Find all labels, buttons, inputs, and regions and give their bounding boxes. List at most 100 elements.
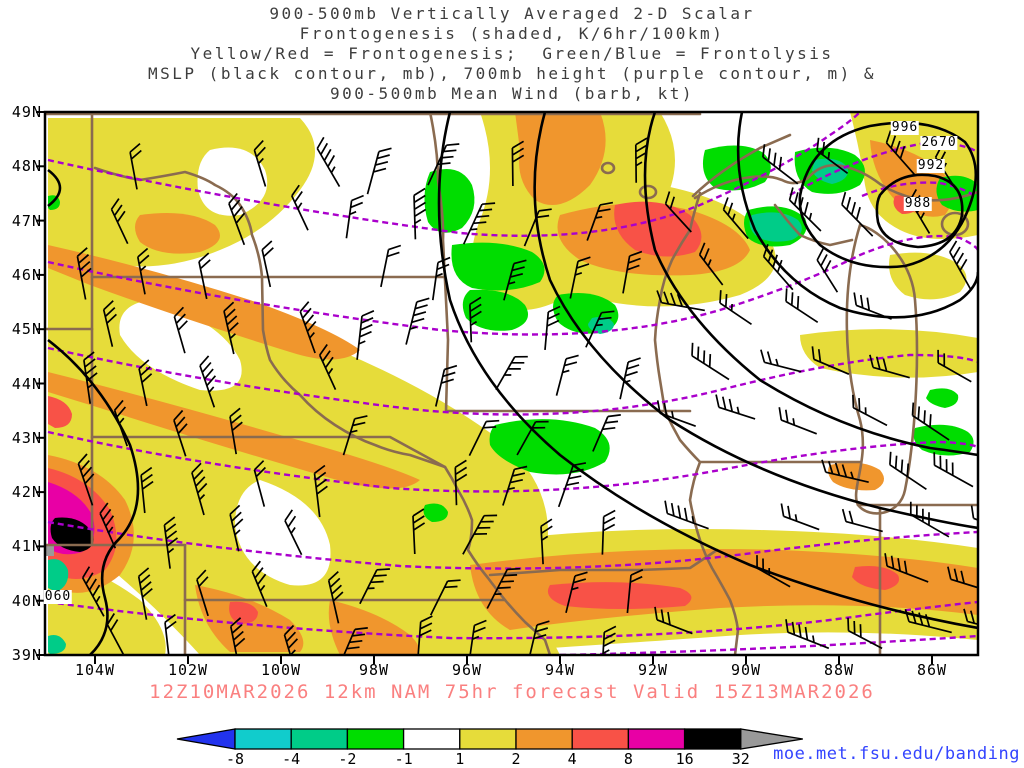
wind-barb: [129, 142, 142, 190]
wind-barb: [327, 570, 344, 624]
title-line-5: 900-500mb Mean Wind (barb, kt): [330, 84, 694, 103]
wind-barb: [99, 502, 117, 549]
lat-label: 39N: [11, 646, 42, 664]
wind-barb: [889, 451, 927, 491]
wind-barb: [585, 310, 615, 348]
height-label: 060: [43, 589, 73, 604]
wind-barb: [664, 500, 709, 530]
wind-barb: [343, 627, 368, 655]
wind-barb: [569, 256, 591, 299]
lon-label: 100W: [260, 661, 302, 679]
wind-barb: [291, 184, 309, 231]
wind-barb: [113, 399, 129, 447]
wind-barb: [788, 187, 822, 232]
lon-label: 96W: [451, 661, 483, 679]
wind-barb: [434, 364, 458, 407]
credit-link[interactable]: moe.met.fsu.edu/banding: [773, 744, 1020, 764]
wind-barb: [654, 606, 693, 635]
mslp-label: 992: [916, 158, 946, 173]
wind-barb: [884, 553, 929, 583]
wind-barb: [983, 301, 1015, 335]
wind-barb: [198, 252, 211, 300]
wind-barb: [909, 501, 950, 538]
lat-label: 46N: [11, 265, 42, 284]
mslp-contours-layer: [47, 112, 978, 655]
wind-barb: [698, 242, 724, 286]
wind-barb: [191, 462, 208, 516]
wind-barb: [427, 143, 460, 186]
colorbar-tick: -8: [225, 750, 245, 768]
wind-barb: [885, 130, 917, 177]
wind-barb: [719, 290, 752, 326]
wind-barb: [316, 136, 341, 188]
colorbar-tick: 1: [455, 750, 465, 768]
wind-barb: [963, 608, 978, 626]
wind-barb: [462, 514, 498, 555]
wind-barb: [229, 617, 246, 655]
wind-barb: [602, 625, 617, 655]
wind-barb: [137, 567, 153, 620]
lat-label: 41N: [11, 537, 42, 556]
colorbar-tick: 2: [511, 750, 521, 768]
wind-barb: [601, 509, 616, 555]
wind-barb: [229, 504, 244, 552]
lat-label: 48N: [11, 157, 42, 176]
lat-label: 45N: [11, 320, 42, 339]
wind-barb: [691, 342, 730, 381]
wind-barb: [619, 357, 641, 400]
wind-barb: [380, 244, 402, 288]
colorbar-tick: 8: [623, 750, 633, 768]
lat-label: 40N: [11, 591, 42, 610]
wind-barb: [163, 516, 179, 569]
wind-barb: [762, 244, 794, 291]
wind-barb: [904, 609, 952, 634]
wind-barb: [934, 145, 957, 190]
mslp-label: 988: [903, 196, 933, 211]
wind-barb: [540, 518, 553, 565]
wind-barb: [841, 508, 883, 533]
lon-label: 94W: [544, 661, 576, 679]
wind-barb: [970, 505, 978, 522]
chart-title: 900-500mb Vertically Averaged 2-D Scalar…: [0, 4, 1024, 104]
wind-barb: [261, 240, 274, 288]
colorbar-tick: -4: [282, 750, 301, 768]
wind-barb: [199, 355, 217, 408]
wind-barb: [251, 560, 268, 608]
wind-barb: [469, 296, 482, 343]
lon-label: 92W: [637, 661, 669, 679]
wind-barb: [136, 247, 150, 295]
colorbar: [176, 728, 803, 750]
wind-barbs-layer: [76, 130, 1015, 655]
wind-barb: [462, 202, 496, 245]
wind-barb: [318, 344, 337, 390]
lat-label: 47N: [11, 211, 42, 230]
wind-barb: [557, 462, 587, 508]
wind-barb: [413, 187, 427, 240]
title-line-4: MSLP (black contour, mb), 700mb height (…: [148, 64, 876, 83]
wind-barb: [454, 459, 468, 506]
lon-label: 104W: [74, 661, 116, 679]
wind-barb: [592, 414, 621, 452]
wind-barb: [299, 301, 317, 354]
lon-label: 86W: [916, 661, 948, 679]
height-label: 2670: [920, 135, 958, 150]
wind-barb: [486, 567, 521, 609]
wind-barb: [229, 407, 243, 455]
wind-barb: [977, 400, 978, 405]
lon-label: 90W: [730, 661, 762, 679]
wind-barb: [555, 354, 579, 396]
wind-barb: [516, 420, 549, 456]
wind-barb: [284, 509, 303, 556]
wind-barb: [503, 259, 527, 301]
height-contours-layer: [47, 112, 978, 655]
wind-barb: [405, 297, 430, 345]
wind-barb: [106, 613, 125, 655]
colorbar-tick: 16: [675, 750, 694, 768]
wind-barb: [853, 292, 892, 320]
wind-barb: [469, 619, 487, 655]
colorbar-tick: 32: [731, 750, 750, 768]
wind-barb: [412, 508, 426, 555]
wind-barb: [756, 555, 791, 588]
wind-barb: [937, 349, 972, 383]
